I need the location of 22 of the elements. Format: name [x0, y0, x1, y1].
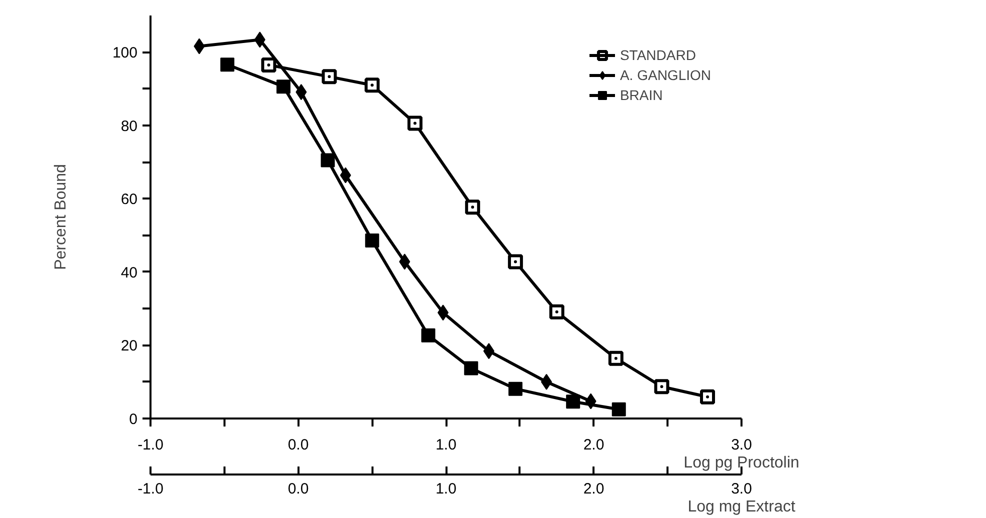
x2-axis-title: Log mg Extract [688, 498, 796, 516]
x-axis-title: Log pg Proctolin [684, 454, 800, 472]
legend-label: STANDARD [620, 47, 696, 63]
y-tick-label: 80 [120, 118, 138, 135]
x-tick-label: 1.0 [436, 436, 456, 454]
x-tick-label: 2.0 [583, 436, 604, 454]
x2-tick-label: -1.0 [138, 480, 164, 498]
y-tick-label: 0 [129, 411, 138, 428]
legend-label: BRAIN [620, 87, 663, 103]
y-tick-label: 20 [120, 338, 138, 355]
x-tick-label: 0.0 [288, 436, 309, 454]
x2-tick-label: 1.0 [436, 480, 456, 498]
y-tick-label: 100 [112, 44, 138, 62]
y-tick-label: 60 [120, 191, 138, 208]
x-tick-label: -1.0 [138, 436, 164, 454]
legend-label: A. GANGLION [620, 67, 711, 83]
x-tick-label: 3.0 [731, 436, 752, 454]
x2-tick-label: 2.0 [583, 480, 604, 498]
x2-tick-label: 3.0 [731, 480, 752, 498]
x2-tick-label: 0.0 [288, 480, 309, 498]
y-tick-label: 40 [120, 264, 138, 282]
y-axis-title: Percent Bound [52, 164, 70, 270]
